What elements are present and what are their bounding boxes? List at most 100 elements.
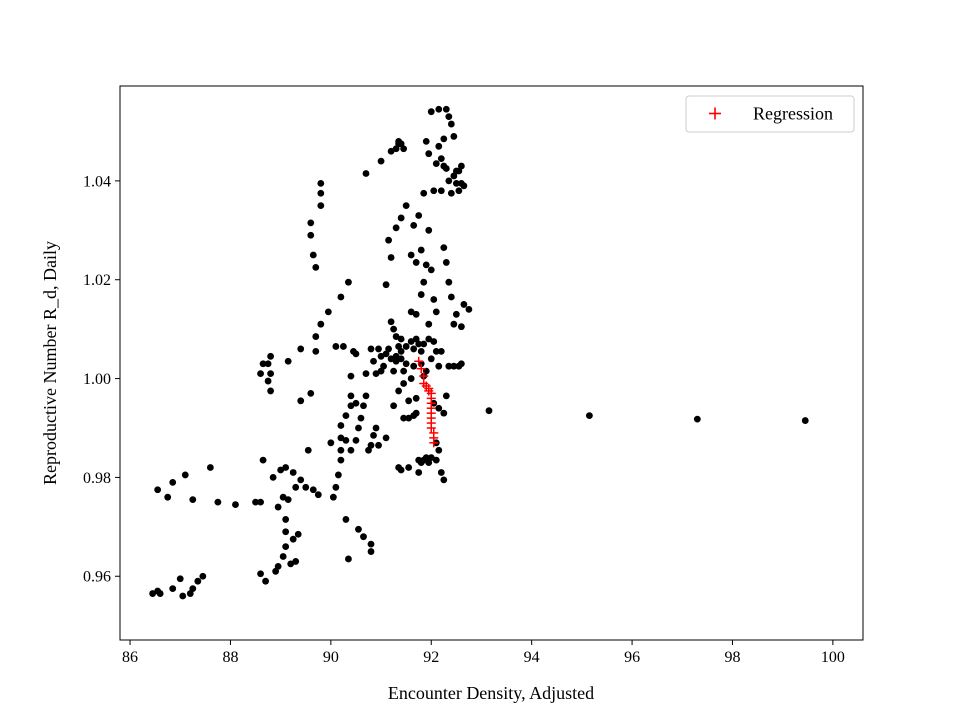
data-point bbox=[289, 535, 297, 543]
data-point bbox=[427, 355, 435, 363]
x-tick-label: 86 bbox=[122, 649, 138, 666]
data-point bbox=[164, 493, 172, 501]
data-point bbox=[156, 590, 164, 597]
data-point bbox=[367, 441, 375, 449]
data-point bbox=[337, 446, 345, 454]
data-point bbox=[440, 244, 448, 252]
data-point bbox=[179, 592, 187, 600]
data-point bbox=[400, 414, 408, 422]
data-point bbox=[154, 486, 162, 494]
regression-point bbox=[416, 364, 426, 374]
data-point bbox=[382, 281, 390, 289]
data-point bbox=[367, 345, 375, 353]
data-point bbox=[352, 399, 360, 407]
data-point bbox=[214, 498, 222, 506]
data-point bbox=[262, 577, 269, 585]
data-point bbox=[432, 160, 440, 167]
data-point bbox=[801, 417, 809, 424]
data-point bbox=[425, 226, 433, 234]
data-point bbox=[437, 347, 445, 355]
data-point bbox=[274, 562, 282, 570]
data-point bbox=[442, 105, 450, 113]
data-point bbox=[417, 291, 425, 298]
data-point bbox=[380, 362, 387, 370]
data-point bbox=[435, 362, 443, 370]
data-point bbox=[329, 493, 337, 501]
data-point bbox=[442, 392, 450, 400]
x-axis-ticks: 86 88 90 92 94 96 98 100 bbox=[122, 640, 845, 666]
data-point bbox=[457, 162, 465, 170]
regression-point bbox=[426, 423, 436, 433]
data-point bbox=[417, 347, 425, 355]
data-point bbox=[437, 155, 445, 163]
data-point bbox=[417, 360, 425, 368]
data-point bbox=[372, 370, 380, 378]
data-point bbox=[400, 380, 408, 387]
data-point bbox=[279, 493, 287, 501]
data-point bbox=[304, 446, 312, 454]
data-point bbox=[362, 392, 370, 400]
data-point bbox=[257, 370, 264, 378]
data-point bbox=[292, 558, 300, 565]
data-point bbox=[277, 466, 285, 474]
data-point bbox=[390, 402, 398, 410]
data-point bbox=[455, 187, 463, 195]
data-point bbox=[420, 340, 428, 348]
data-point bbox=[355, 525, 362, 533]
data-point bbox=[425, 459, 433, 466]
data-point bbox=[282, 528, 290, 536]
data-point bbox=[294, 530, 302, 538]
data-point bbox=[370, 432, 377, 439]
data-point bbox=[420, 189, 428, 197]
data-point bbox=[435, 404, 443, 412]
data-point bbox=[422, 137, 430, 145]
data-point bbox=[181, 471, 189, 479]
data-point bbox=[450, 320, 458, 328]
data-point bbox=[267, 370, 275, 378]
data-point bbox=[430, 187, 438, 195]
data-point bbox=[257, 570, 264, 578]
data-point bbox=[337, 456, 345, 464]
data-point bbox=[169, 478, 177, 486]
data-point bbox=[267, 352, 275, 360]
data-point bbox=[415, 469, 423, 476]
data-point bbox=[357, 414, 365, 422]
data-point bbox=[342, 516, 350, 523]
data-point bbox=[345, 555, 352, 563]
x-tick-label: 94 bbox=[524, 649, 540, 666]
legend-label-regression: Regression bbox=[753, 104, 833, 124]
data-point bbox=[347, 402, 355, 410]
data-point bbox=[405, 414, 413, 422]
data-points bbox=[149, 105, 809, 600]
legend-box bbox=[685, 95, 855, 133]
data-point bbox=[352, 436, 360, 444]
data-point bbox=[352, 350, 360, 358]
data-point bbox=[385, 345, 392, 353]
data-point bbox=[420, 278, 428, 286]
data-point bbox=[417, 246, 425, 254]
data-point bbox=[422, 261, 430, 269]
data-point bbox=[407, 338, 415, 345]
data-point bbox=[415, 212, 423, 219]
data-point bbox=[435, 105, 443, 113]
data-point bbox=[199, 572, 207, 580]
data-point bbox=[410, 362, 418, 370]
data-point bbox=[149, 590, 157, 597]
data-point bbox=[435, 446, 443, 454]
data-point bbox=[432, 456, 440, 464]
data-point bbox=[367, 540, 375, 548]
data-point bbox=[284, 496, 292, 504]
data-point bbox=[309, 486, 317, 494]
data-point bbox=[377, 157, 385, 165]
data-point bbox=[189, 496, 197, 504]
data-point bbox=[397, 347, 405, 355]
data-point bbox=[259, 456, 267, 464]
data-point bbox=[360, 533, 367, 541]
data-point bbox=[412, 409, 420, 417]
data-point bbox=[437, 187, 445, 195]
data-point bbox=[382, 434, 390, 442]
data-point bbox=[375, 345, 382, 353]
data-point bbox=[282, 543, 290, 550]
